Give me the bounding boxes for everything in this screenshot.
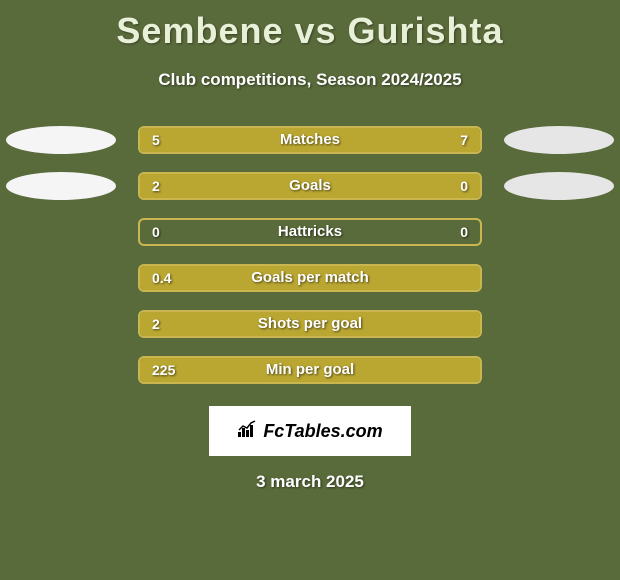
stat-bar: Hattricks0 0 (138, 218, 482, 246)
logo-text: FcTables.com (237, 420, 382, 443)
stat-label: Shots per goal (140, 312, 480, 336)
stat-value-left: 0.4 (152, 266, 171, 290)
stat-row: Matches5 7 (0, 118, 620, 164)
stats-rows: Matches57Goals20Hattricks00Goals per mat… (0, 118, 620, 394)
stat-label: Goals per match (140, 266, 480, 290)
logo-box[interactable]: FcTables.com (209, 406, 411, 456)
team-right-marker (504, 172, 614, 200)
stat-value-right: 7 (460, 128, 468, 152)
page-title: Sembene vs Gurishta (0, 0, 620, 52)
stat-row: Min per goal225 (0, 348, 620, 394)
stat-label: Min per goal (140, 358, 480, 382)
stat-label: Hattricks (140, 220, 480, 244)
stat-row: Goals per match0.4 (0, 256, 620, 302)
stat-label: Goals (140, 174, 480, 198)
stat-value-left: 2 (152, 174, 160, 198)
team-left-marker (6, 126, 116, 154)
team-left-marker (6, 172, 116, 200)
logo-label: FcTables.com (263, 421, 382, 442)
stat-value-right: 0 (460, 174, 468, 198)
stat-bar: Matches5 7 (138, 126, 482, 154)
team-right-marker (504, 126, 614, 154)
stat-bar: Goals per match0.4 (138, 264, 482, 292)
stat-label: Matches (140, 128, 480, 152)
stat-value-left: 225 (152, 358, 175, 382)
date-text: 3 march 2025 (0, 472, 620, 492)
stat-value-left: 0 (152, 220, 160, 244)
stat-value-left: 2 (152, 312, 160, 336)
chart-icon (237, 420, 259, 443)
stat-bar: Min per goal225 (138, 356, 482, 384)
stat-value-right: 0 (460, 220, 468, 244)
stat-bar: Shots per goal2 (138, 310, 482, 338)
stat-row: Shots per goal2 (0, 302, 620, 348)
stat-bar: Goals2 0 (138, 172, 482, 200)
stat-row: Goals2 0 (0, 164, 620, 210)
stat-row: Hattricks0 0 (0, 210, 620, 256)
stat-value-left: 5 (152, 128, 160, 152)
subtitle: Club competitions, Season 2024/2025 (0, 70, 620, 90)
